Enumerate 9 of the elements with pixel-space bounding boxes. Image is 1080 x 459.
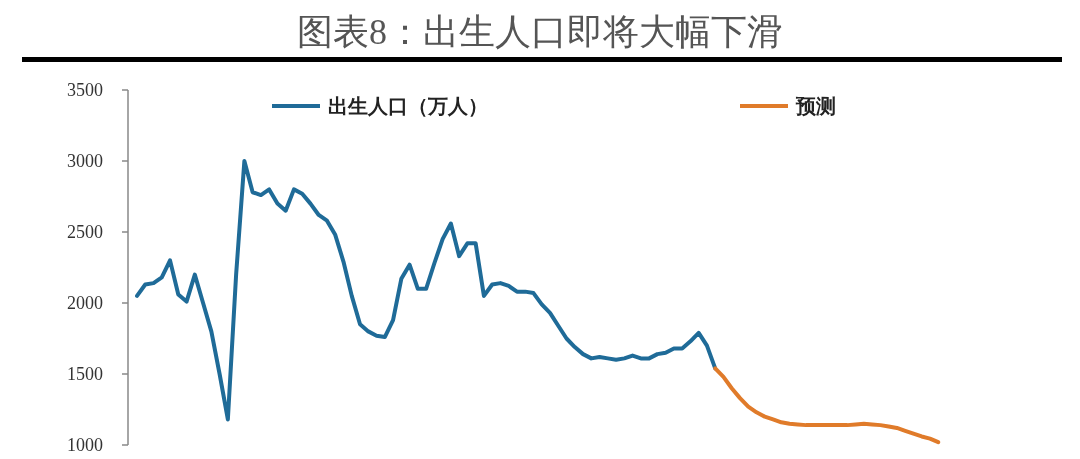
title: 图表8：出生人口即将大幅下滑 bbox=[297, 12, 783, 52]
y-tick-label: 2000 bbox=[67, 293, 103, 313]
legend-label: 预测 bbox=[795, 95, 836, 117]
y-tick-label: 1000 bbox=[67, 435, 103, 455]
y-tick-label: 3500 bbox=[67, 80, 103, 100]
y-tick-label: 2500 bbox=[67, 222, 103, 242]
y-tick-label: 3000 bbox=[67, 151, 103, 171]
y-tick-label: 1500 bbox=[67, 364, 103, 384]
legend-label: 出生人口（万人） bbox=[328, 95, 488, 117]
